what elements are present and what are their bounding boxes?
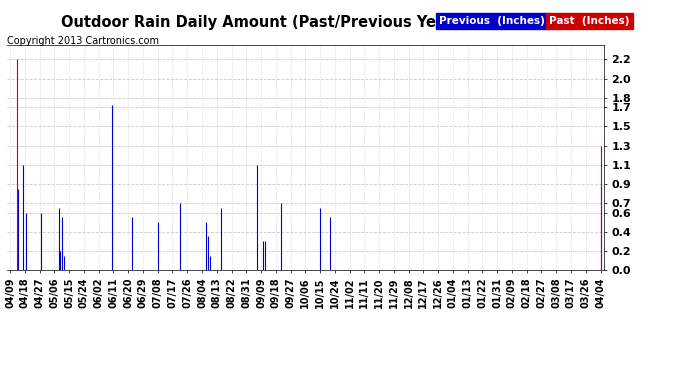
Text: Past  (Inches): Past (Inches) (549, 16, 630, 26)
Text: Copyright 2013 Cartronics.com: Copyright 2013 Cartronics.com (7, 36, 159, 46)
Text: Previous  (Inches): Previous (Inches) (439, 16, 544, 26)
Text: Outdoor Rain Daily Amount (Past/Previous Year) 20130409: Outdoor Rain Daily Amount (Past/Previous… (61, 15, 546, 30)
